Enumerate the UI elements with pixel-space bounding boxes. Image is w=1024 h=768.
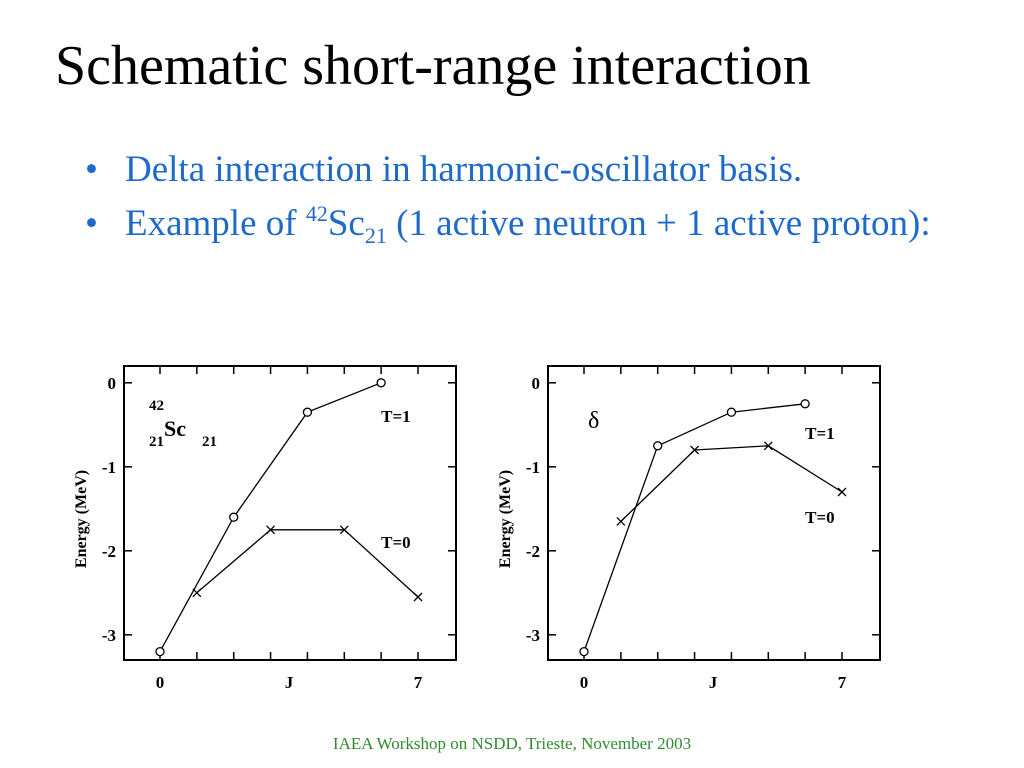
data-point-stroke [837,487,847,497]
bullet-text: Delta interaction in harmonic-oscillator… [125,149,803,190]
annotation-symbol: δ [588,408,599,434]
y-tick-label: -1 [526,458,540,477]
data-point [763,441,773,451]
x-tick-label: 7 [414,673,423,692]
data-point [376,378,386,388]
bullet-item: • Example of 42Sc21 (1 active neutron + … [85,201,985,249]
series-line [583,403,806,652]
element-symbol: Sc [327,203,365,245]
bullet-prefix: Example of [125,203,306,245]
plot-frame [123,365,457,661]
data-point [616,516,626,526]
annotation-n: 21 [202,434,217,450]
bullet-mark: • [85,203,98,245]
y-axis-label: Energy (MeV) [73,470,90,568]
x-tick-label: J [285,673,294,692]
data-point-stroke [616,516,626,526]
series-label: T=0 [805,508,835,527]
y-tick-label: -3 [526,626,540,645]
data-point-stroke [339,525,349,535]
data-point [192,588,202,598]
data-point [302,407,313,417]
data-point-stroke [266,525,276,535]
data-point-stroke [192,588,202,598]
footer-text: IAEA Workshop on NSDD, Trieste, November… [332,734,692,753]
data-point [155,646,165,657]
y-tick-label: 0 [108,374,117,393]
data-point [653,441,663,451]
y-axis-label: Energy (MeV) [497,470,514,568]
data-point-stroke [763,441,773,451]
data-point [229,512,239,522]
annotation-mass: 42 [149,398,164,414]
data-point [837,487,847,497]
y-tick-label: -1 [102,458,116,477]
bullet-item: • Delta interaction in harmonic-oscillat… [85,148,985,192]
bullet-mark: • [85,149,98,190]
data-point [579,646,589,657]
series-line [196,529,419,598]
series-label: T=1 [805,424,835,443]
data-point [690,445,700,455]
series-label: T=0 [381,533,411,552]
series-line [620,445,843,522]
data-point [413,592,423,602]
annotation-element: Sc [164,416,186,441]
chart-right: 0 -1 -2 -3 0 J 7 Energy (MeV) T=1 T=0 δ [497,365,881,692]
bullet-suffix: (1 active neutron + 1 active proton): [386,203,931,245]
mass-number: 42 [305,201,328,227]
data-point [800,399,810,409]
series-line [159,382,382,652]
slide-title: Schematic short-range interaction [55,35,811,97]
neutron-number: 21 [364,223,387,249]
x-tick-label: J [709,673,718,692]
y-tick-label: -3 [102,626,116,645]
x-tick-label: 7 [838,673,847,692]
bullet-text: Example of 42Sc21 (1 active neutron + 1 … [125,201,985,249]
x-tick-label: 0 [156,673,165,692]
bullet-list: • Delta interaction in harmonic-oscillat… [85,148,985,257]
y-tick-label: 0 [532,374,541,393]
x-tick-label: 0 [580,673,589,692]
data-point [339,525,349,535]
y-tick-label: -2 [102,542,116,561]
data-point-stroke [413,592,423,602]
data-point [266,525,276,535]
data-point-stroke [690,445,700,455]
annotation-z: 21 [149,434,164,450]
series-label: T=1 [381,407,411,426]
plot-frame [547,365,881,661]
data-point [726,407,737,417]
y-tick-label: -2 [526,542,540,561]
